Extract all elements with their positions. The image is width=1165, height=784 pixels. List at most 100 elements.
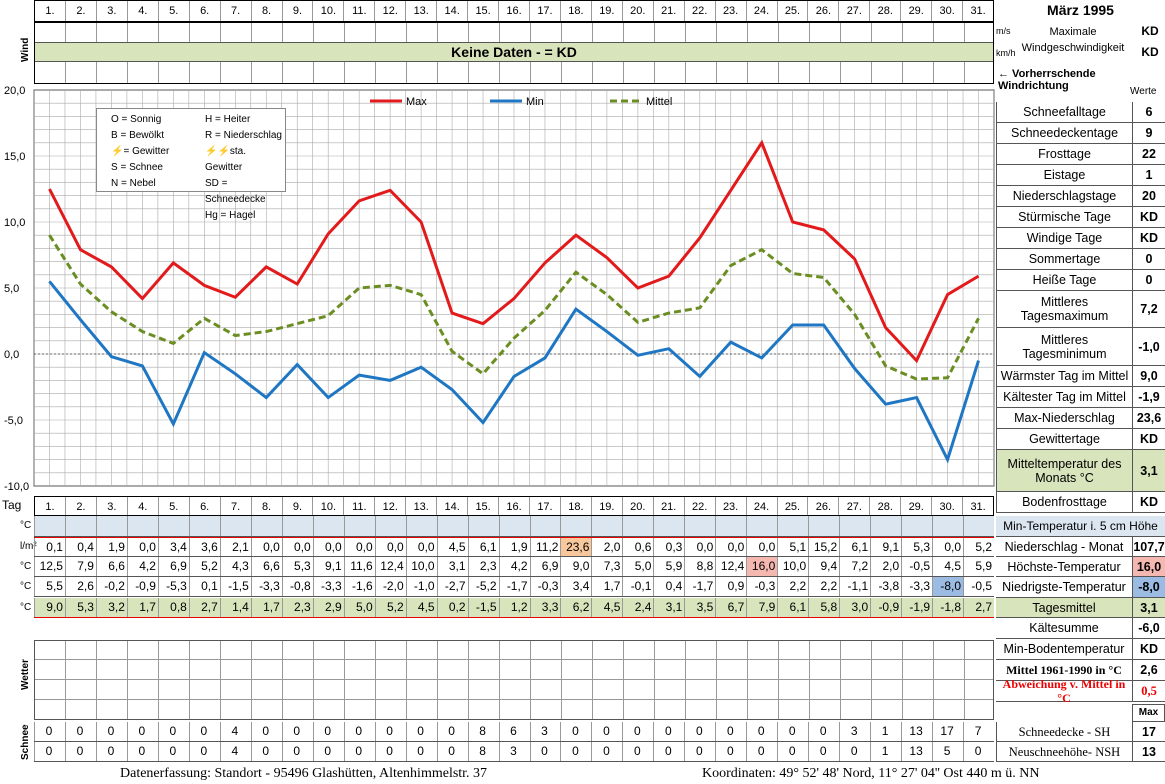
day-header-15: 15. (467, 497, 498, 515)
stat-value: -1,0 (1132, 328, 1165, 365)
stat-label: Abweichung v. Mittel in °C (1002, 677, 1126, 705)
day-header-10: 10. (312, 1, 343, 21)
stat-label: Mittleres Tagesminimum (1022, 332, 1107, 361)
table-cell: 4,3 (219, 557, 251, 576)
stat-row: Stürmische Tage KD (996, 207, 1165, 228)
stat-row: Niederschlagstage 20 (996, 186, 1165, 207)
wind-max-kmh: KD (1141, 45, 1159, 59)
day-header-23: 23. (714, 497, 746, 515)
station-thunder-icon: ⚡⚡ (205, 146, 230, 157)
day-header-29: 29. (900, 1, 931, 21)
day-header-row: 1. 2. 3. 4. 5. 6. 7. 8. 9. 10. 11. 12. 13. 14. 15. 16. 1… (34, 0, 994, 22)
table-cell: 0 (34, 722, 65, 741)
stat-row: Mitteltemperatur des Monats °C 3,1 (996, 450, 1165, 492)
legend-label-min: Min (526, 96, 544, 108)
table-cell (250, 516, 282, 536)
table-cell: 2,4 (622, 598, 653, 617)
stat-value: 107,7 (1132, 537, 1165, 556)
table-cell (591, 516, 622, 536)
day-header-26: 26. (807, 497, 838, 515)
table-cell (95, 516, 127, 536)
stat-value: 22 (1132, 144, 1165, 164)
stat-row: Schneedeckentage 9 (996, 123, 1165, 144)
day-header-26: 26. (807, 1, 838, 21)
table-cell: -0,3 (529, 577, 561, 596)
table-cell (715, 516, 746, 536)
day-header-4: 4. (126, 497, 158, 515)
table-cell: 11,6 (343, 557, 375, 576)
table-cell: -3,3 (312, 577, 344, 596)
stat-label: Schneefalltage (1023, 105, 1106, 119)
schnee-label: Schnee (20, 724, 31, 760)
day-header-28: 28. (869, 497, 900, 515)
table-cell (932, 516, 963, 536)
table-cell (622, 516, 653, 536)
table-cell: 4 (219, 742, 251, 761)
table-cell: 8,8 (684, 557, 715, 576)
day-header-13: 13. (405, 497, 436, 515)
day-header-19: 19. (590, 497, 622, 515)
table-cell: 9,4 (808, 557, 839, 576)
stat-value: 3,1 (1132, 450, 1165, 491)
stat-row: Heiße Tage 0 (996, 270, 1165, 291)
table-cell: -0,5 (963, 577, 994, 596)
legend-label-max: Max (406, 96, 427, 108)
day-header-14: 14. (436, 497, 467, 515)
table-cell: -0,3 (746, 577, 777, 596)
table-cell: 0 (715, 722, 746, 741)
table-cell: 0 (250, 722, 282, 741)
table-cell: 5,2 (188, 557, 220, 576)
table-cell: 9,0 (34, 598, 65, 617)
day-header-1: 1. (45, 5, 55, 17)
table-cell (34, 516, 65, 536)
table-cell (870, 516, 901, 536)
wind-unit-kmh: km/h (996, 48, 1016, 58)
table-cell: 1,9 (95, 538, 127, 556)
table-cell: -2,7 (436, 577, 468, 596)
stat-row: Mittleres Tagesmaximum 7,2 (996, 291, 1165, 328)
table-cell: 5,3 (901, 538, 932, 556)
table-cell: 0,0 (746, 538, 777, 556)
table-cell: 0,0 (281, 538, 313, 556)
table-cell: 1,7 (591, 577, 622, 596)
legend-code-text: sta. Gewitter (205, 146, 247, 173)
stat-value: KD (1132, 492, 1165, 512)
table-cell: 1,4 (219, 598, 251, 617)
table-cell: 0 (839, 742, 870, 761)
table-cell: -0,2 (95, 577, 127, 596)
table-cell: 10,0 (777, 557, 808, 576)
table-cell: 4,5 (591, 598, 622, 617)
table-cell: 0 (188, 722, 220, 741)
y-tick-label: 0,0 (4, 349, 19, 361)
table-cell: 12,5 (34, 557, 65, 576)
table-cell: 9,1 (312, 557, 344, 576)
table-cell: -3,3 (250, 577, 282, 596)
day-header-7: 7. (219, 497, 251, 515)
stat-row: Min-Bodentemperatur KD (996, 639, 1165, 660)
table-cell: -5,3 (157, 577, 189, 596)
table-cell (684, 516, 715, 536)
wetter-label: Wetter (20, 659, 31, 691)
day-header-20: 20. (621, 1, 653, 21)
stat-value: 1 (1132, 165, 1165, 185)
stat-label: Schneedeckentage (1010, 126, 1119, 140)
table-cell: 6,7 (715, 598, 746, 617)
stat-value: -8,0 (1132, 577, 1165, 597)
table-cell: 0 (808, 722, 839, 741)
table-cell: 0 (188, 742, 220, 761)
table-cell: 0 (405, 722, 437, 741)
table-cell (963, 516, 994, 536)
table-cell: 6,1 (777, 598, 808, 617)
stat-value: 6 (1132, 102, 1165, 122)
legend-code-text: H = Heiter (205, 114, 251, 125)
table-cell (126, 516, 158, 536)
row-unit-label: l/m² (20, 541, 37, 552)
stat-label: Bodenfrosttage (1022, 495, 1107, 509)
table-cell: 4,5 (405, 598, 437, 617)
weather-code-legend: O = Sonnig B = Bewölkt ⚡= Gewitter S = Schn… (96, 108, 286, 221)
table-cell: 0,0 (126, 538, 158, 556)
legend-code-text: Hg = Hagel (205, 210, 256, 221)
row-unit-label: °C (20, 602, 32, 613)
table-cell: 2,7 (963, 598, 994, 617)
table-cell: 0 (374, 722, 406, 741)
